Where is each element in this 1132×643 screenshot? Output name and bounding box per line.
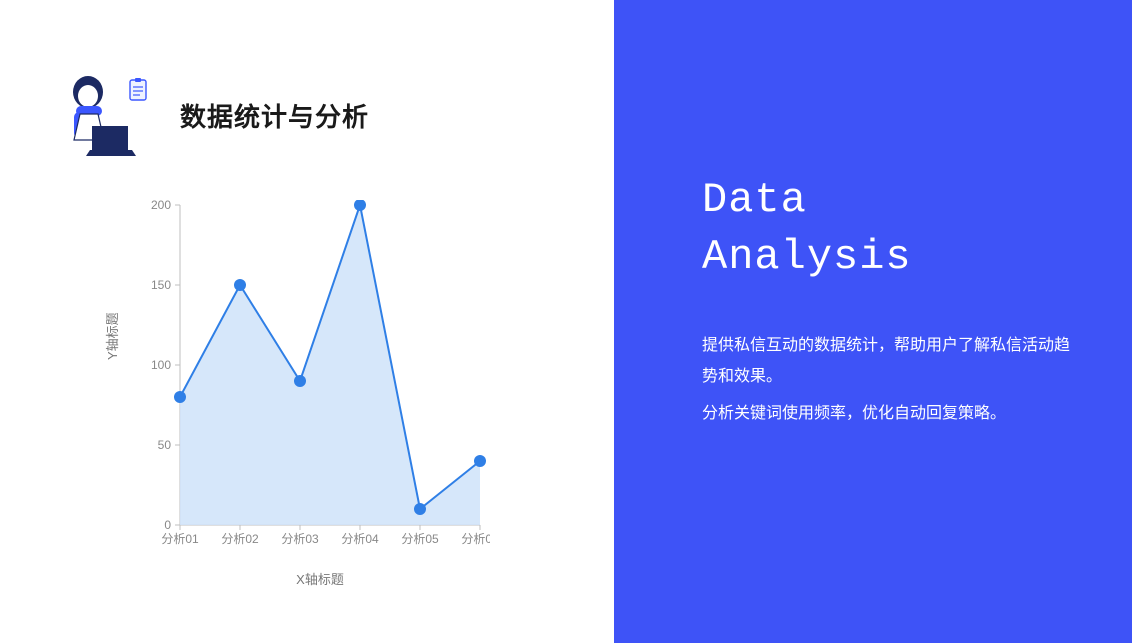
description-body: 提供私信互动的数据统计，帮助用户了解私信活动趋势和效果。分析关键词使用频率，优化… [702,330,1077,436]
right-panel: DataAnalysis 提供私信互动的数据统计，帮助用户了解私信活动趋势和效果… [614,0,1132,643]
area-line-chart: 0 50 100 150 200 分析01 分析02 分析03 分析04 分析05 分析06 [130,200,490,570]
chart-x-axis-label: X轴标题 [130,569,510,588]
svg-text:200: 200 [151,200,171,212]
left-panel: 数据统计与分析 Y轴标题 0 50 100 150 200 分析01 分析02 分析03 分析0… [0,0,614,643]
svg-text:分析06: 分析06 [461,532,490,546]
svg-text:分析03: 分析03 [281,532,319,546]
svg-text:50: 50 [158,438,172,452]
chart-container: Y轴标题 050100150200分析01分析02分析03分析04分析05分析0… [130,200,510,600]
svg-text:分析01: 分析01 [161,532,199,546]
header-row: 数据统计与分析 [50,70,369,160]
description-line: 提供私信互动的数据统计，帮助用户了解私信活动趋势和效果。 [702,330,1077,392]
svg-text:150: 150 [151,278,171,292]
svg-text:分析05: 分析05 [401,532,439,546]
svg-text:0: 0 [164,518,171,532]
description-line: 分析关键词使用频率，优化自动回复策略。 [702,398,1077,429]
person-laptop-illustration [50,70,150,160]
svg-text:分析02: 分析02 [221,532,259,546]
title-en: DataAnalysis [702,172,912,285]
chart-y-axis-label: Y轴标题 [102,312,121,360]
section-title-cn: 数据统计与分析 [180,97,369,134]
slide-stage: 数据统计与分析 Y轴标题 0 50 100 150 200 分析01 分析02 分析03 分析0… [0,0,1132,643]
svg-text:分析04: 分析04 [341,532,379,546]
svg-text:100: 100 [151,358,171,372]
